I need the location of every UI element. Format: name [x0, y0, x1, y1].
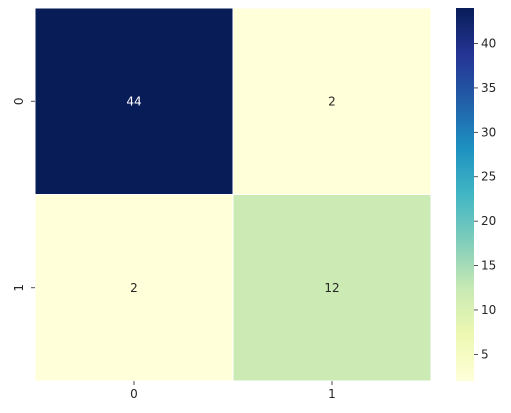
colorbar-tick-label-4: 25 — [481, 170, 496, 184]
heatmap-cell-0-1 — [232, 7, 432, 195]
cell-annotations: 44 2 2 12 — [126, 94, 339, 295]
y-axis: 01 — [12, 97, 35, 292]
colorbar-tick-label-0: 5 — [481, 347, 489, 361]
colorbar-tick-label-1: 10 — [481, 303, 496, 317]
cell-annotation-1-0: 2 — [130, 281, 138, 295]
colorbar-tick-label-3: 20 — [481, 214, 496, 228]
colorbar-axis: 5 10 15 20 25 30 35 40 — [474, 37, 496, 361]
x-tick-label-1: 1 — [328, 387, 336, 401]
x-tick-label-0: 0 — [130, 387, 138, 401]
heatmap-cells — [34, 7, 432, 382]
colorbar — [456, 8, 474, 381]
heatmap-cell-0-0 — [34, 7, 234, 195]
cell-annotation-0-1: 2 — [328, 94, 336, 108]
colorbar-tick-label-6: 35 — [481, 81, 496, 95]
y-tick-label-1: 1 — [12, 284, 26, 292]
heatmap-cell-1-0 — [34, 194, 234, 382]
heatmap-cell-1-1 — [232, 194, 432, 382]
y-tick-label-0: 0 — [12, 97, 26, 105]
colorbar-tick-label-7: 40 — [481, 37, 496, 51]
cell-annotation-1-1: 12 — [324, 281, 339, 295]
colorbar-tick-label-5: 30 — [481, 125, 496, 139]
colorbar-tick-label-2: 15 — [481, 259, 496, 273]
cell-annotation-0-0: 44 — [126, 94, 141, 108]
